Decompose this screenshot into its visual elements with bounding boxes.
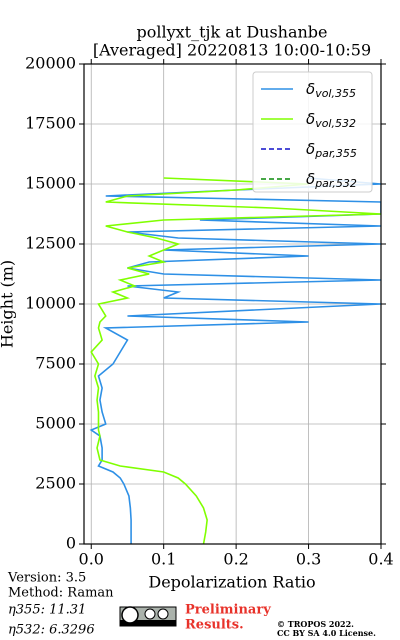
legend-label: δvol,355 xyxy=(306,80,356,101)
profile-line xyxy=(89,177,381,544)
y-tick-label: 17500 xyxy=(25,114,76,133)
info-text: η532: 6.3296 xyxy=(8,623,95,638)
legend-label: δpar,532 xyxy=(306,170,357,191)
legend-label: δvol,532 xyxy=(306,110,356,131)
x-axis-label: Depolarization Ratio xyxy=(148,573,315,592)
notice-text: Results. xyxy=(185,618,244,633)
notice-text: Preliminary xyxy=(185,603,271,618)
copyright-text: CC BY SA 4.0 License. xyxy=(277,628,376,638)
x-tick-label: 0.0 xyxy=(79,550,104,569)
copyright-text: © TROPOS 2022. xyxy=(277,619,354,629)
info-text: Method: Raman xyxy=(8,586,114,601)
y-tick-label: 15000 xyxy=(25,174,76,193)
y-tick-label: 2500 xyxy=(35,474,76,493)
plot-frame xyxy=(83,63,382,545)
legend-label: δpar,355 xyxy=(306,140,357,161)
y-axis-label: Height (m) xyxy=(0,260,17,348)
y-tick-label: 5000 xyxy=(35,414,76,433)
chart-title: [Averaged] 20220813 10:00-10:59 xyxy=(93,41,371,60)
chart-title: pollyxt_tjk at Dushanbe xyxy=(136,23,327,42)
x-tick-label: 0.3 xyxy=(296,550,321,569)
y-tick-label: 10000 xyxy=(25,294,76,313)
y-tick-label: 7500 xyxy=(35,354,76,373)
x-tick-label: 0.2 xyxy=(223,550,248,569)
legend-box xyxy=(252,71,373,193)
info-text: η355: 11.31 xyxy=(8,603,86,618)
info-text: Version: 3.5 xyxy=(7,571,86,586)
cc-logo xyxy=(119,606,177,627)
x-tick-label: 0.1 xyxy=(151,550,176,569)
profile-line xyxy=(90,177,381,544)
x-tick-label: 0.4 xyxy=(368,550,393,569)
y-tick-label: 0 xyxy=(66,534,76,553)
y-tick-label: 20000 xyxy=(25,54,76,73)
y-tick-label: 12500 xyxy=(25,234,76,253)
